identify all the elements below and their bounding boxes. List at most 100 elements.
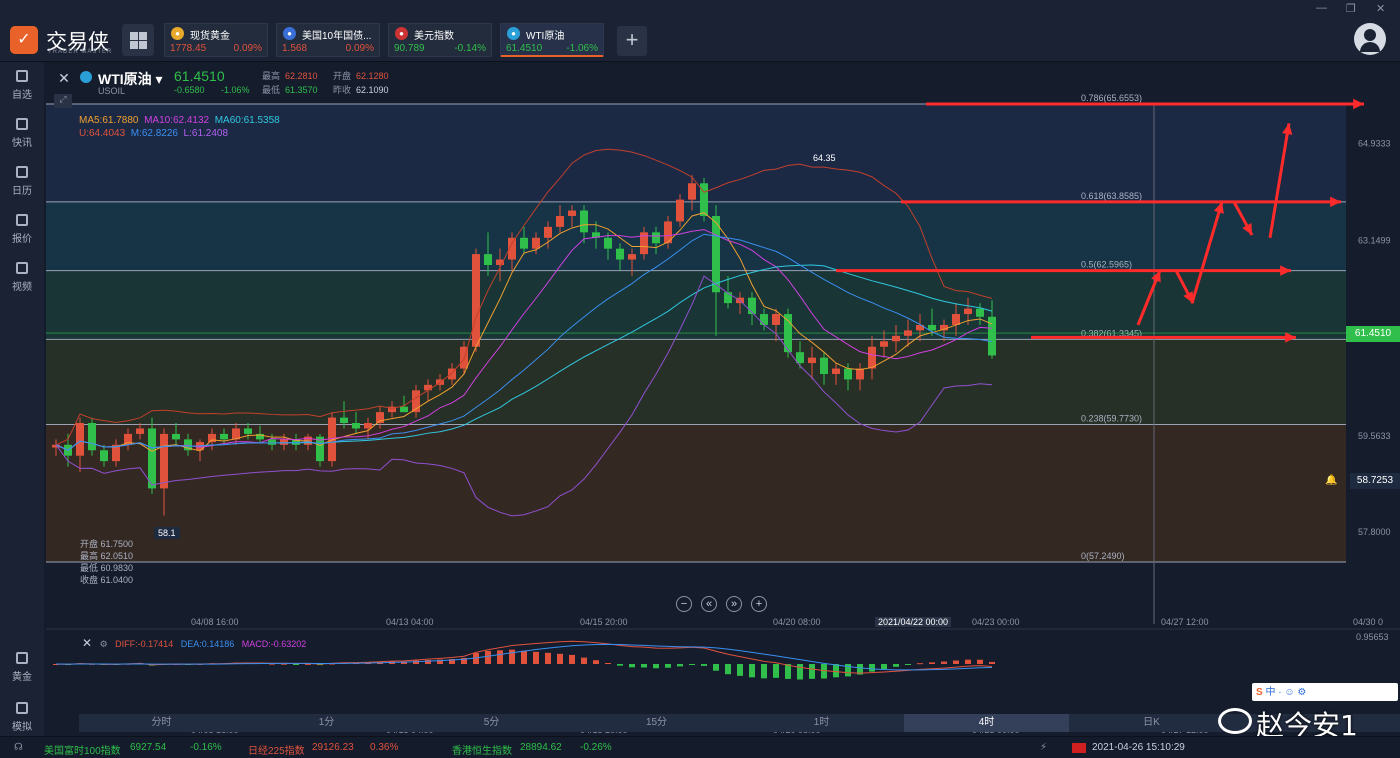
scroll-left-icon[interactable]: « xyxy=(701,596,717,612)
period-tab[interactable]: 15分 xyxy=(645,717,668,728)
candle-body xyxy=(244,428,252,434)
candle-body xyxy=(700,183,708,216)
layout-grid-button[interactable] xyxy=(122,24,154,56)
weibo-logo-icon xyxy=(1218,708,1252,734)
restore-icon[interactable]: ❐ xyxy=(1346,3,1356,15)
macd-bar xyxy=(449,659,455,664)
period-tab[interactable]: 4时 xyxy=(904,714,1069,732)
datetime: 2021-04-26 15:10:29 xyxy=(1092,742,1185,753)
sidebar-item[interactable]: 视频 xyxy=(0,262,44,302)
period-tab[interactable]: 5分 xyxy=(483,717,500,728)
macd-bar xyxy=(701,664,707,666)
ticker-icon: ● xyxy=(395,27,408,40)
candle-body xyxy=(724,292,732,304)
ticker-price: 1.568 xyxy=(282,43,308,54)
market-index-name[interactable]: 香港恒生指数 xyxy=(452,746,512,757)
macd-bar xyxy=(905,664,911,665)
price-change: -0.6580 xyxy=(174,85,205,95)
ticker-name: 美国10年国债... xyxy=(302,31,372,42)
macd-bar xyxy=(461,657,467,664)
sidebar-item[interactable]: 模拟 xyxy=(0,702,44,742)
market-index-name[interactable]: 美国富时100指数 xyxy=(44,746,121,757)
scroll-right-icon[interactable]: » xyxy=(726,596,742,612)
sidebar-item[interactable]: 日历 xyxy=(0,166,44,206)
ticker-name: 现货黄金 xyxy=(190,31,230,42)
user-avatar[interactable] xyxy=(1354,23,1386,55)
ma-legend: MA5:61.7880 MA10:62.4132 MA60:61.5358 xyxy=(79,115,280,126)
candle-body xyxy=(712,215,720,293)
candle-body xyxy=(124,433,132,445)
ticker-tab[interactable]: ● WTI原油 61.4510 -1.06% xyxy=(500,23,604,57)
app-logo: ✓ xyxy=(10,26,38,54)
ma60-value: MA60:61.5358 xyxy=(214,115,280,126)
candle-body xyxy=(208,433,216,443)
close-chart-icon[interactable]: ✕ xyxy=(58,70,70,86)
candle-body xyxy=(676,199,684,222)
period-tab[interactable]: 1时 xyxy=(813,717,830,728)
alert-price-tag[interactable]: 58.7253 xyxy=(1350,473,1400,489)
settings-icon[interactable]: ⚙ xyxy=(99,639,108,649)
ticker-name: WTI原油 xyxy=(526,31,565,42)
minimize-icon[interactable]: — xyxy=(1316,2,1327,14)
candle-body xyxy=(280,439,288,445)
candle-body xyxy=(184,439,192,451)
candle-body xyxy=(376,412,384,424)
candle-body xyxy=(880,341,888,347)
period-tab[interactable]: 分时 xyxy=(151,717,172,728)
sidebar-item[interactable]: 自选 xyxy=(0,70,44,110)
bell-icon[interactable]: 🔔 xyxy=(1325,475,1338,486)
zoom-out-icon[interactable]: − xyxy=(676,596,692,612)
candle-body xyxy=(892,335,900,342)
candle-body xyxy=(772,314,780,325)
ticker-tab[interactable]: ● 现货黄金 1778.45 0.09% xyxy=(164,23,268,57)
projection-arrow xyxy=(1190,201,1224,304)
arrow-head xyxy=(1330,196,1341,208)
candle-body xyxy=(52,444,60,448)
sidebar-item[interactable]: 快讯 xyxy=(0,118,44,158)
instrument-name[interactable]: WTI原油 ▾ xyxy=(98,71,163,87)
fib-label: 0(57.2490) xyxy=(1081,551,1125,561)
period-tab[interactable]: 1分 xyxy=(318,717,335,728)
arrow-head xyxy=(1242,223,1252,236)
macd-bar xyxy=(281,663,287,665)
headset-icon[interactable]: ☊ xyxy=(14,742,23,753)
price-chart[interactable]: 0.786(65.6553) 0.618(63.8585) 0.5(62.5965)… xyxy=(46,64,1400,736)
ticker-tab[interactable]: ● 美元指数 90.789 -0.14% xyxy=(388,23,492,57)
macd-bar xyxy=(773,664,779,678)
macd-bar xyxy=(809,664,815,679)
zoom-in-icon[interactable]: + xyxy=(751,596,767,612)
macd-bar xyxy=(881,664,887,670)
macd-bar xyxy=(989,661,995,664)
macd-bar xyxy=(557,653,563,664)
sidebar-icon xyxy=(16,214,28,226)
candle-body xyxy=(988,316,996,356)
signal-icon[interactable]: ⚡ xyxy=(1040,742,1048,753)
ticker-price: 61.4510 xyxy=(506,43,543,54)
period-tab[interactable]: 日K xyxy=(1143,717,1160,728)
chart-panel: 0.786(65.6553) 0.618(63.8585) 0.5(62.5965)… xyxy=(46,64,1400,736)
ticker-tab[interactable]: ● 美国10年国债... 1.568 0.09% xyxy=(276,23,380,57)
arrow-head xyxy=(1151,270,1161,283)
market-index-name[interactable]: 日经225指数 xyxy=(248,746,305,757)
sidebar-item[interactable]: 报价 xyxy=(0,214,44,254)
draw-tool-icon[interactable]: ⤢ xyxy=(54,94,72,108)
close-window-icon[interactable]: ✕ xyxy=(1376,3,1386,15)
candle-body xyxy=(268,439,276,445)
macd-bar xyxy=(581,657,587,664)
candle-body xyxy=(940,324,948,331)
status-bar: ☊ 美国富时100指数 6927.54 -0.16% 日经225指数 29126.23 0… xyxy=(0,736,1400,758)
add-ticker-button[interactable]: + xyxy=(617,26,647,56)
candle-body xyxy=(340,417,348,424)
macd-diff: DIFF:-0.17414 xyxy=(115,639,174,649)
fib-band xyxy=(46,270,1346,340)
sidebar-item-label: 自选 xyxy=(12,90,32,101)
candle-body xyxy=(568,210,576,216)
sidebar-item[interactable]: 黄金 xyxy=(0,652,44,692)
ohlc-low: 最低 60.9830 xyxy=(80,563,134,573)
candle-body xyxy=(136,428,144,434)
ohlc-close: 收盘 61.0400 xyxy=(80,575,134,585)
x-axis-label: 04/13 04:00 xyxy=(386,617,434,627)
candle-body xyxy=(472,254,480,347)
close-macd-icon[interactable]: ✕ xyxy=(82,636,93,650)
projection-arrow xyxy=(1268,123,1291,239)
